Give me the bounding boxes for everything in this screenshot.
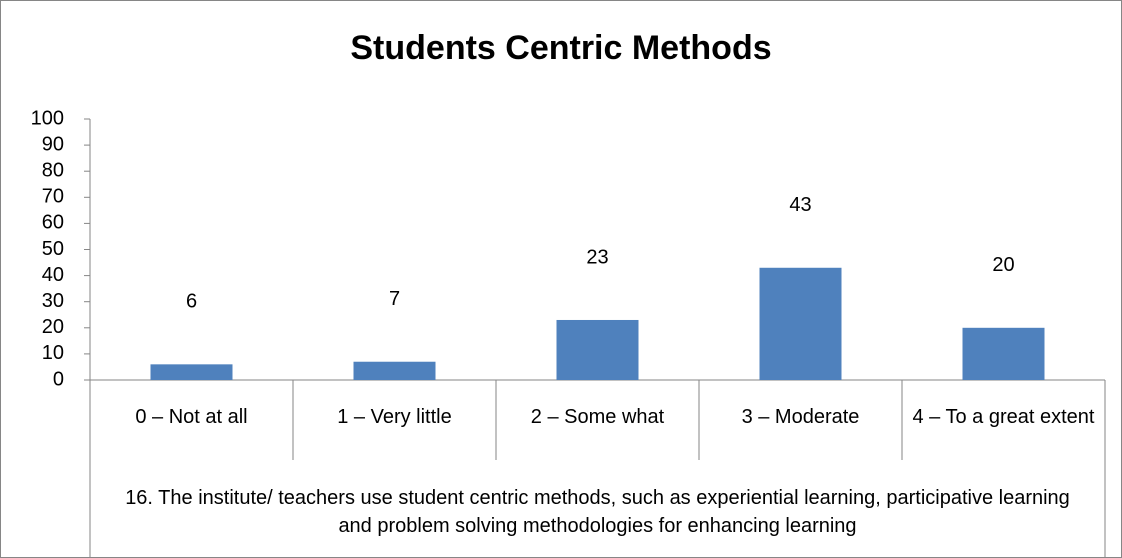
x-axis-label: 16. The institute/ teachers use student … <box>125 487 1070 537</box>
bar <box>353 361 436 380</box>
y-tick-label: 60 <box>42 212 64 234</box>
bar <box>759 267 842 380</box>
bar <box>556 319 639 380</box>
y-tick-label: 100 <box>31 107 64 129</box>
y-tick-label: 30 <box>42 290 64 312</box>
chart-title: Students Centric Methods <box>350 29 771 67</box>
data-label: 20 <box>992 254 1014 276</box>
data-label: 43 <box>789 194 811 216</box>
x-tick-label: 0 – Not at all <box>135 406 248 428</box>
x-tick-label: 1 – Very little <box>337 406 452 428</box>
y-tick-label: 80 <box>42 159 64 181</box>
y-tick-label: 20 <box>42 316 64 338</box>
x-tick-label: 3 – Moderate <box>741 406 860 428</box>
x-tick-label: 2 – Some what <box>530 406 665 428</box>
y-tick-label: 0 <box>53 368 64 390</box>
data-label: 6 <box>186 291 197 313</box>
y-tick-label: 50 <box>42 238 64 260</box>
bar <box>150 364 233 380</box>
y-tick-label: 40 <box>42 264 64 286</box>
data-label: 23 <box>586 246 608 268</box>
y-tick-label: 10 <box>42 342 64 364</box>
bar <box>962 327 1045 380</box>
data-label: 7 <box>389 288 400 310</box>
y-tick-label: 70 <box>42 186 64 208</box>
x-tick-label: 4 – To a great extent <box>912 406 1095 428</box>
y-tick-label: 90 <box>42 133 64 155</box>
